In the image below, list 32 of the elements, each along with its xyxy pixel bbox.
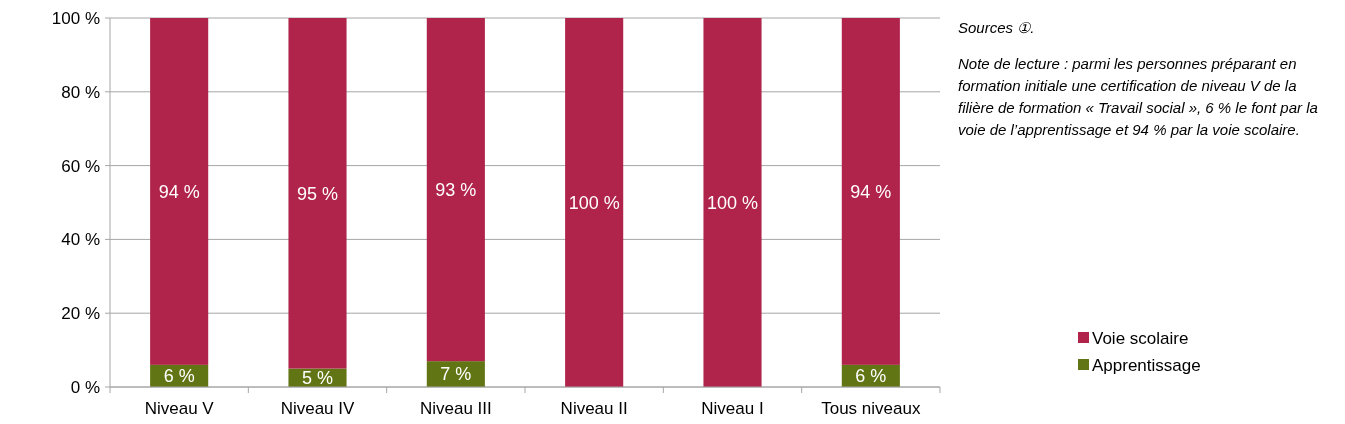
data-label: 100 % [568,192,620,213]
legend-label: Voie scolaire [1092,328,1189,348]
bar [150,18,209,365]
data-label: 95 % [296,183,339,204]
legend-label: Apprentissage [1092,355,1201,375]
x-tick-label: Niveau I [701,399,764,418]
data-label: 94 % [158,181,200,202]
x-tick-label: Niveau V [144,399,215,418]
bar [426,18,485,362]
y-tick-label: 100 % [51,8,100,28]
bar [841,18,900,365]
bar [703,18,762,387]
data-label: 6 % [855,366,887,387]
y-tick-label: 20 % [61,304,100,324]
x-tick-label: Niveau III [419,399,492,418]
y-tick-label: 80 % [61,82,100,102]
data-label: 100 % [706,192,759,213]
data-label: 5 % [301,368,334,389]
x-tick-label: Niveau IV [280,399,356,418]
source-note: Sources ①. [958,19,1035,36]
data-label: 93 % [435,179,477,200]
text: Note de lecture : parmi les personnes préparant en formation initiale une certification de niveau V de la filière de formation « Travail social », 6 % le font par la voie de l’apprentissage et 94 % par la voie scolaire. [958,55,1318,138]
bar [565,18,624,387]
bar [288,18,347,369]
x-tick-label: Niveau II [560,399,628,418]
data-label: 94 % [850,181,892,202]
y-tick-label: 40 % [61,230,100,250]
data-label: 6 % [163,366,195,387]
y-tick-label: 60 % [61,156,100,176]
y-tick-label: 0 % [70,377,100,397]
data-label: 7 % [440,364,472,385]
x-tick-label: Tous niveaux [821,399,921,418]
